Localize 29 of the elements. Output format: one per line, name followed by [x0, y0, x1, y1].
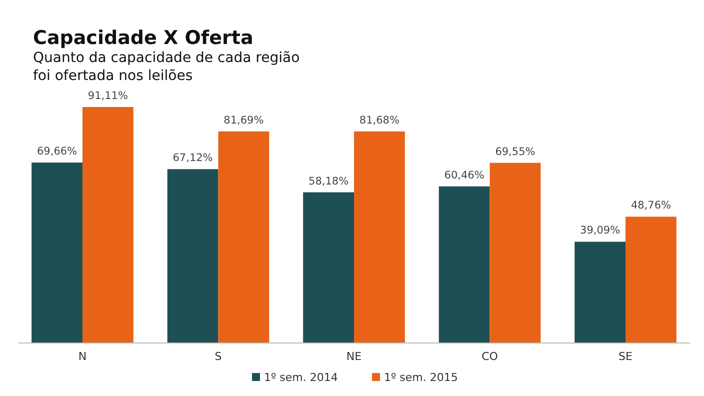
bar — [32, 162, 82, 343]
chart-subtitle: Quanto da capacidade de cada região foi ofertada nos leilões — [33, 50, 300, 84]
data-label: 69,55% — [495, 146, 536, 158]
data-label: 48,76% — [630, 200, 672, 212]
data-label: 81,68% — [359, 114, 400, 126]
bar — [167, 169, 218, 343]
x-tick-label: S — [214, 350, 222, 363]
x-tick-label: NE — [346, 350, 362, 363]
data-label: 91,11% — [88, 90, 128, 102]
legend-label: 1º sem. 2014 — [264, 371, 338, 384]
data-label: 81,69% — [224, 114, 264, 126]
bar — [490, 162, 541, 343]
bar — [574, 242, 626, 343]
x-tick-label: CO — [482, 350, 498, 363]
bar — [438, 186, 490, 343]
x-tick-label: SE — [618, 350, 633, 363]
bar — [354, 131, 405, 343]
x-tick-label: N — [78, 350, 87, 363]
data-label: 39,09% — [580, 224, 620, 237]
bar — [82, 107, 134, 343]
legend-label: 1º sem. 2015 — [384, 371, 458, 384]
bar — [303, 192, 354, 343]
bar — [626, 216, 676, 343]
data-label: 67,12% — [172, 152, 213, 164]
data-label: 60,46% — [444, 169, 484, 182]
data-label: 58,18% — [308, 175, 349, 188]
data-label: 69,66% — [37, 146, 78, 158]
chart-title: Capacidade X Oferta — [33, 27, 254, 49]
bar — [218, 131, 270, 343]
